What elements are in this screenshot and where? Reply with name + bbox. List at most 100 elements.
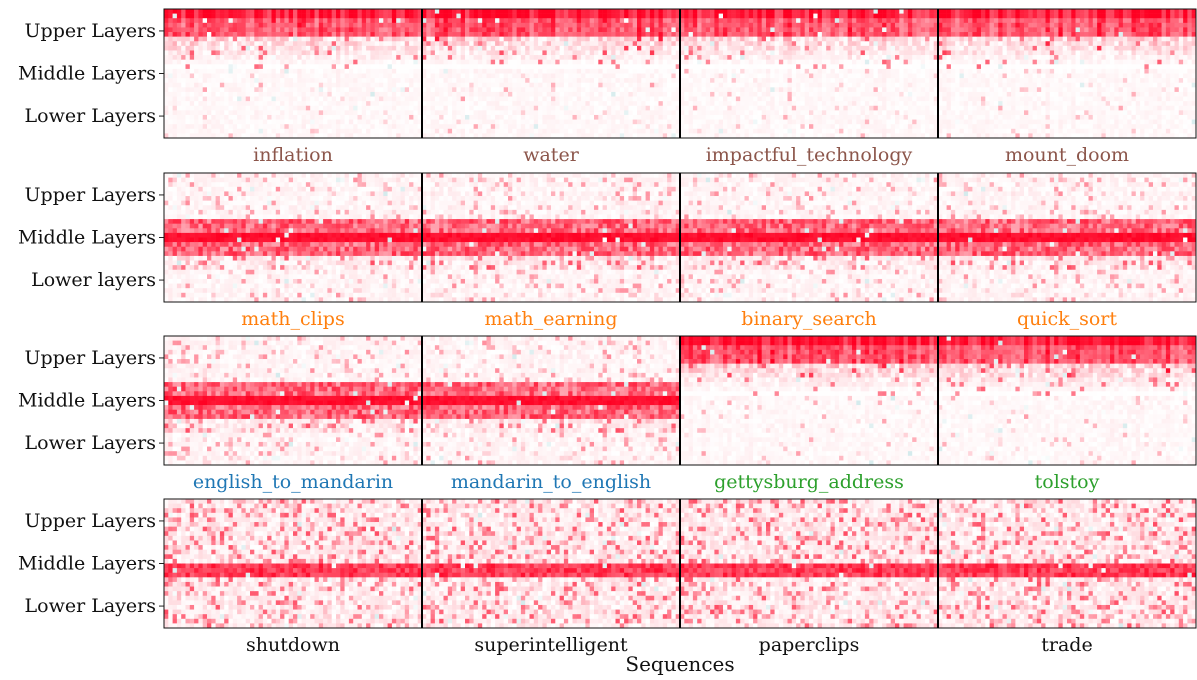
heatmap-cell xyxy=(315,14,320,19)
heatmap-cell xyxy=(233,32,238,37)
heatmap-cell xyxy=(366,74,371,79)
heatmap-cell xyxy=(327,23,332,28)
heatmap-cell xyxy=(370,41,375,46)
heatmap-cell xyxy=(448,124,453,129)
heatmap-cell xyxy=(370,87,375,92)
heatmap-cell xyxy=(241,46,246,51)
heatmap-cell xyxy=(284,120,289,125)
heatmap-cell xyxy=(168,18,173,23)
heatmap-cell xyxy=(246,97,251,102)
heatmap-cell xyxy=(241,124,246,129)
heatmap-cell xyxy=(349,32,354,37)
heatmap-cell xyxy=(293,101,298,106)
heatmap-cell xyxy=(289,27,294,32)
heatmap-cell xyxy=(220,124,225,129)
ytick-label: Lower Layers xyxy=(25,105,156,127)
heatmap-cell xyxy=(413,55,418,60)
heatmap-cell xyxy=(224,78,229,83)
heatmap-cell xyxy=(181,92,186,97)
heatmap-cell xyxy=(263,78,268,83)
heatmap-cell xyxy=(426,27,431,32)
heatmap-cell xyxy=(444,124,449,129)
heatmap-cell xyxy=(289,115,294,120)
heatmap-cell xyxy=(349,124,354,129)
heatmap-cell xyxy=(168,9,173,14)
heatmap-cell xyxy=(293,120,298,125)
heatmap-cell xyxy=(345,37,350,42)
heatmap-cell xyxy=(164,18,169,23)
heatmap-cell xyxy=(284,87,289,92)
heatmap-cell xyxy=(272,83,277,88)
heatmap-cell xyxy=(254,64,259,69)
heatmap-cell xyxy=(469,97,474,102)
heatmap-cell xyxy=(405,50,410,55)
heatmap-cell xyxy=(340,110,345,115)
heatmap-cell xyxy=(349,50,354,55)
heatmap-cell xyxy=(186,97,191,102)
heatmap-cell xyxy=(409,124,414,129)
heatmap-cell xyxy=(431,74,436,79)
heatmap-cell xyxy=(340,18,345,23)
heatmap-cell xyxy=(413,14,418,19)
heatmap-cell xyxy=(405,106,410,111)
heatmap-cell xyxy=(327,87,332,92)
heatmap-cell xyxy=(375,14,380,19)
heatmap-cell xyxy=(315,46,320,51)
heatmap-cell xyxy=(396,18,401,23)
heatmap-cell xyxy=(173,87,178,92)
heatmap-cell xyxy=(478,124,483,129)
heatmap-cell xyxy=(353,37,358,42)
heatmap-cell xyxy=(388,124,393,129)
heatmap-cell xyxy=(263,83,268,88)
heatmap-cell xyxy=(383,14,388,19)
heatmap-cell xyxy=(306,50,311,55)
heatmap-cell xyxy=(469,83,474,88)
heatmap-cell xyxy=(491,50,496,55)
heatmap-cell xyxy=(448,55,453,60)
heatmap-cell xyxy=(375,60,380,65)
heatmap-cell xyxy=(267,55,272,60)
heatmap-cell xyxy=(495,87,500,92)
heatmap-cell xyxy=(327,14,332,19)
heatmap-cell xyxy=(220,23,225,28)
heatmap-cell xyxy=(487,129,492,134)
heatmap-cell xyxy=(388,78,393,83)
heatmap-cell xyxy=(220,110,225,115)
heatmap-cell xyxy=(250,129,255,134)
heatmap-cell xyxy=(375,9,380,14)
heatmap-cell xyxy=(181,120,186,125)
heatmap-cell xyxy=(469,124,474,129)
heatmap-cell xyxy=(186,9,191,14)
heatmap-cell xyxy=(435,74,440,79)
heatmap-cell xyxy=(207,64,212,69)
heatmap-cell xyxy=(323,97,328,102)
heatmap-cell xyxy=(362,92,367,97)
heatmap-cell xyxy=(495,32,500,37)
heatmap-cell xyxy=(401,120,406,125)
heatmap-cell xyxy=(211,129,216,134)
heatmap-cell xyxy=(276,120,281,125)
heatmap-cell xyxy=(340,55,345,60)
heatmap-cell xyxy=(444,129,449,134)
heatmap-cell xyxy=(276,27,281,32)
heatmap-cell xyxy=(229,23,234,28)
heatmap-cell xyxy=(315,101,320,106)
heatmap-cell xyxy=(465,46,470,51)
heatmap-cell xyxy=(482,129,487,134)
heatmap-cell xyxy=(254,37,259,42)
heatmap-cell xyxy=(267,37,272,42)
heatmap-cell xyxy=(216,14,221,19)
heatmap-cell xyxy=(323,120,328,125)
heatmap-cell xyxy=(284,23,289,28)
heatmap-cell xyxy=(237,120,242,125)
heatmap-cell xyxy=(327,115,332,120)
heatmap-cell xyxy=(332,124,337,129)
heatmap-cell xyxy=(495,101,500,106)
heatmap-cell xyxy=(293,87,298,92)
heatmap-cell xyxy=(241,120,246,125)
heatmap-cell xyxy=(413,83,418,88)
heatmap-cell xyxy=(452,55,457,60)
heatmap-cell xyxy=(186,129,191,134)
heatmap-cell xyxy=(181,83,186,88)
heatmap-cell xyxy=(177,115,182,120)
